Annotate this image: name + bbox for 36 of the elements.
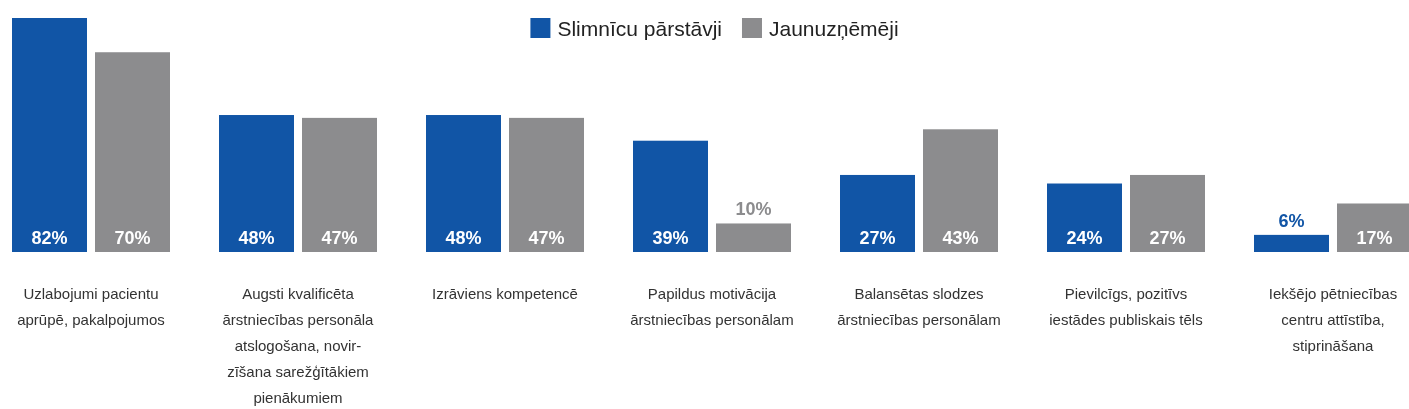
x-tick-label: Izrāviens kompetencē xyxy=(432,285,578,302)
x-tick-label: Augsti kvalificēta ārstniecības personāla atslogošana, novir-zīšana sarežģītākiem pienākumiem xyxy=(222,285,375,406)
legend-label: Slimnīcu pārstāvji xyxy=(557,17,722,40)
data-label: 48% xyxy=(238,228,275,248)
data-label: 48% xyxy=(445,228,482,248)
data-label: 47% xyxy=(528,228,565,248)
legend-label: Jaunuzņēmēji xyxy=(768,17,899,40)
bar xyxy=(840,174,915,252)
bar xyxy=(633,140,708,252)
x-tick-label: Iekšējo pētniecības centru attīstība, stiprināšana xyxy=(1268,285,1398,354)
bar xyxy=(1130,174,1205,252)
data-label: 24% xyxy=(1066,228,1103,248)
bar xyxy=(1047,183,1122,252)
bar xyxy=(1254,234,1329,252)
x-tick-label: Balansētas slodzes ārstniecības personālam xyxy=(837,285,1001,328)
bar xyxy=(923,129,998,252)
bar xyxy=(219,115,294,252)
bar xyxy=(12,18,87,252)
bar xyxy=(426,115,501,252)
data-label: 17% xyxy=(1356,228,1393,248)
data-label: 6% xyxy=(1278,210,1305,231)
x-tick-label: Pievilcīgs, pozitīvs iestādes publiskais tēls xyxy=(1049,285,1203,328)
bar xyxy=(95,52,170,252)
data-label: 43% xyxy=(942,228,979,248)
bar xyxy=(302,117,377,252)
data-label: 70% xyxy=(114,228,151,248)
x-tick-label: Papildus motivācija ārstniecības personālam xyxy=(630,285,794,328)
data-label: 82% xyxy=(31,228,68,248)
data-label: 27% xyxy=(859,228,896,248)
x-tick-label: Uzlabojumi pacientu aprūpē, pakalpojumos xyxy=(17,285,165,328)
bar xyxy=(509,117,584,252)
data-label: 39% xyxy=(652,228,689,248)
bar xyxy=(716,223,791,252)
data-label: 47% xyxy=(321,228,358,248)
data-label: 10% xyxy=(735,199,772,220)
data-label: 27% xyxy=(1149,228,1186,248)
